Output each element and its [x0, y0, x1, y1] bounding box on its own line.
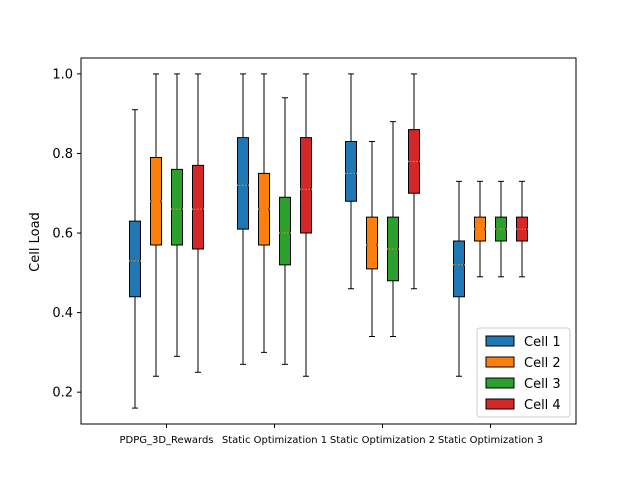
box-1-4	[453, 180, 465, 377]
box-body	[192, 164, 204, 250]
box-2-1	[150, 73, 162, 377]
legend-swatch-1	[485, 335, 515, 347]
y-axis-label: Cell Load	[28, 212, 43, 272]
box-body	[237, 137, 249, 230]
box-1-3	[345, 73, 357, 290]
y-tick-label: 0.4	[52, 306, 73, 321]
x-tick-label: Static Optimization 1	[222, 435, 327, 446]
legend: Cell 1 Cell 2 Cell 3 Cell 4	[476, 327, 571, 418]
legend-label-2: Cell 2	[524, 356, 561, 371]
box-1-1	[129, 109, 141, 409]
legend-frame	[476, 327, 571, 418]
plot-area: 0.2 0.4 0.6 0.8 1.0 PDPG_3D_Rewards Static Opt…	[52, 57, 577, 446]
box-body	[129, 220, 141, 298]
box-body	[300, 137, 312, 234]
y-tick-label: 0.2	[52, 386, 73, 401]
box-2-2	[258, 73, 270, 353]
box-4-4	[516, 180, 528, 278]
box-3-1	[171, 73, 183, 357]
x-tick-label: Static Optimization 2	[330, 435, 435, 446]
box-2-3	[366, 141, 378, 337]
y-tick-label: 0.8	[52, 147, 73, 162]
box-body	[171, 168, 183, 246]
box-2-4	[474, 180, 486, 278]
box-body	[345, 141, 357, 202]
legend-label-4: Cell 4	[524, 398, 561, 413]
x-tick-label: Static Optimization 3	[438, 435, 543, 446]
box-1-2	[237, 73, 249, 365]
box-body	[453, 240, 465, 298]
legend-swatch-4	[485, 398, 515, 410]
legend-label-3: Cell 3	[524, 377, 561, 392]
axes-frame	[80, 57, 577, 425]
box-body	[279, 196, 291, 266]
box-3-4	[495, 180, 507, 278]
legend-label-1: Cell 1	[524, 335, 561, 350]
y-tick-label: 0.6	[52, 227, 73, 242]
box-3-2	[279, 97, 291, 365]
legend-swatch-3	[485, 377, 515, 389]
box-4-2	[300, 73, 312, 377]
y-tick-label: 1.0	[52, 67, 73, 82]
box-body	[366, 216, 378, 270]
legend-swatch-2	[485, 356, 515, 368]
box-4-3	[408, 73, 420, 290]
x-tick-label: PDPG_3D_Rewards	[119, 435, 213, 446]
box-3-3	[387, 121, 399, 337]
box-4-1	[192, 73, 204, 373]
